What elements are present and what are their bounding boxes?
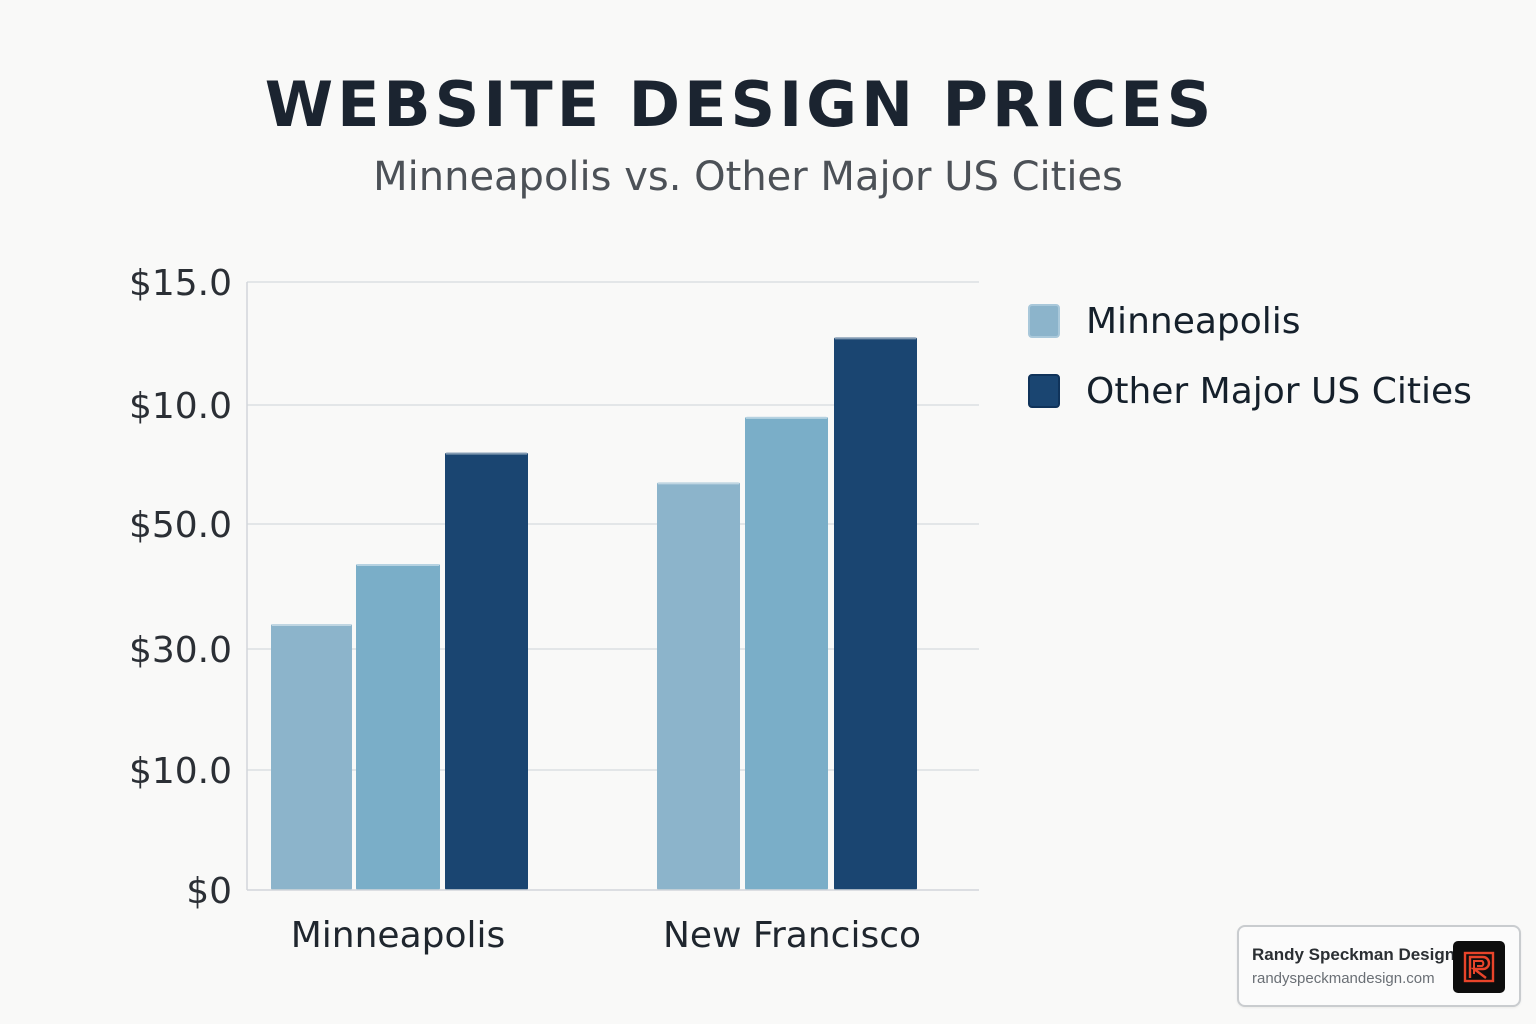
- y-tick-labels: $0 $10.0 $30.0 $50.0 $10.0 $15.0: [129, 263, 232, 912]
- bar: [657, 482, 740, 890]
- bar: [356, 564, 440, 890]
- bar: [745, 416, 828, 890]
- y-tick-label: $10.0: [129, 386, 232, 427]
- legend-swatch-minneapolis: [1028, 304, 1060, 338]
- legend-item-other-cities: Other Major US Cities: [1028, 356, 1472, 426]
- bar: [834, 337, 917, 891]
- x-category-labels: Minneapolis New Francisco: [291, 915, 921, 956]
- legend-swatch-other-cities: [1028, 374, 1060, 408]
- legend-label: Other Major US Cities: [1086, 370, 1472, 412]
- bars: [271, 337, 917, 891]
- y-tick-label: $10.0: [129, 751, 232, 792]
- bar: [271, 624, 352, 890]
- y-tick-label: $50.0: [129, 505, 232, 546]
- legend-label: Minneapolis: [1086, 300, 1301, 342]
- y-tick-label: $15.0: [129, 263, 232, 304]
- y-tick-label: $0: [186, 871, 232, 912]
- legend-item-minneapolis: Minneapolis: [1028, 286, 1472, 356]
- legend: Minneapolis Other Major US Cities: [1028, 286, 1472, 426]
- axes: [246, 282, 979, 891]
- y-tick-label: $30.0: [129, 630, 232, 671]
- bar: [445, 452, 528, 890]
- brand-badge[interactable]: Randy Speckman Design randyspeckmandesig…: [1237, 925, 1521, 1007]
- x-category-label: Minneapolis: [291, 915, 506, 956]
- chart-subtitle: Minneapolis vs. Other Major US Cities: [373, 154, 1123, 200]
- x-category-label: New Francisco: [663, 915, 921, 956]
- brand-name: Randy Speckman Design: [1252, 945, 1456, 964]
- brand-url: randyspeckmandesign.com: [1252, 970, 1435, 987]
- rsd-logo-icon: [1453, 941, 1505, 993]
- chart-title: WEBSITE DESIGN PRICES: [264, 68, 1216, 141]
